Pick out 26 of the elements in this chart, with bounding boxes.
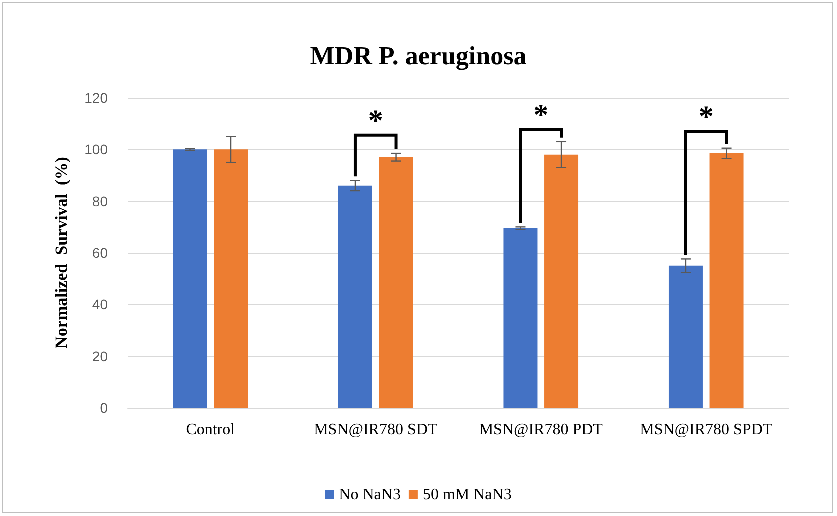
y-axis-title: Normalized Survival (%) xyxy=(52,157,71,349)
legend-label: No NaN3 xyxy=(339,486,401,504)
bar xyxy=(379,157,414,408)
bar xyxy=(214,150,248,408)
x-tick-label: Control xyxy=(186,422,236,438)
bar xyxy=(173,150,208,408)
y-tick-label: 120 xyxy=(84,90,108,106)
bar xyxy=(338,186,372,408)
y-tick-label: 40 xyxy=(92,296,108,313)
bar xyxy=(710,154,744,408)
y-tick-label: 80 xyxy=(92,193,108,210)
bar xyxy=(544,154,579,408)
annotation: * xyxy=(698,100,714,134)
legend-label: 50 mM NaN3 xyxy=(422,486,512,504)
y-tick-label: 0 xyxy=(100,400,108,416)
x-tick-label: MSN@IR780 PDT xyxy=(479,422,604,438)
x-tick-label: MSN@IR780 SDT xyxy=(314,422,438,438)
annotation: * xyxy=(534,98,549,132)
y-tick-label: 100 xyxy=(84,142,108,158)
chart-title: MDR P. aeruginosa xyxy=(310,42,527,70)
y-tick-label: 20 xyxy=(92,348,108,364)
bar xyxy=(668,266,703,408)
annotation: * xyxy=(368,104,384,138)
x-tick-label: MSN@IR780 SPDT xyxy=(640,422,773,438)
y-tick-label: 60 xyxy=(92,245,108,261)
bar xyxy=(504,228,538,408)
